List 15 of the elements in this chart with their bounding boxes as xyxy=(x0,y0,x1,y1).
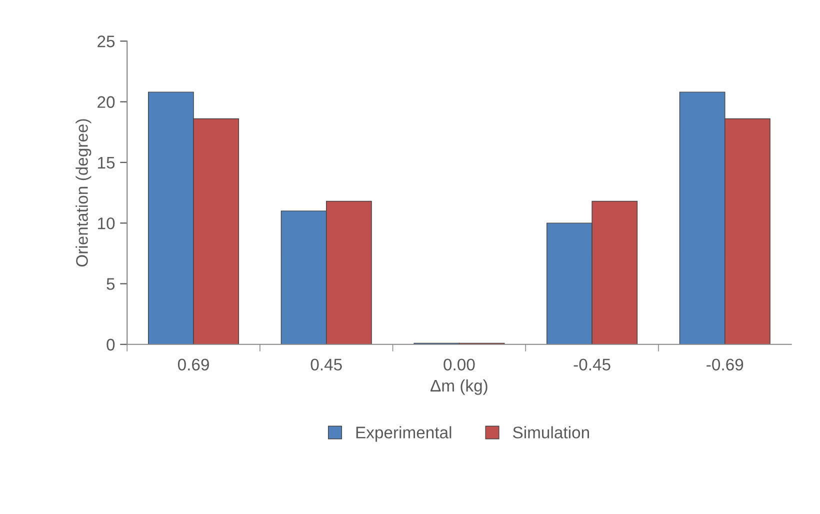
x-tick-label: 0.00 xyxy=(444,358,475,371)
y-tick-label: 10 xyxy=(98,217,115,230)
x-axis-title: Δm (kg) xyxy=(430,379,488,395)
y-tick-label: 15 xyxy=(98,156,115,169)
legend-label: Simulation xyxy=(513,426,589,438)
x-tick-label: -0.45 xyxy=(574,358,610,371)
y-tick-label: 25 xyxy=(98,36,115,48)
x-tick-label: 0.69 xyxy=(178,358,209,371)
y-axis-title: Orientation (degree) xyxy=(76,119,92,267)
x-tick-label: 0.45 xyxy=(310,358,342,371)
legend-label: Experimental xyxy=(356,426,452,442)
y-tick-label: 0 xyxy=(106,338,115,351)
y-tick-label: 5 xyxy=(106,278,115,290)
x-tick-label: -0.69 xyxy=(706,358,744,371)
y-tick-label: 20 xyxy=(98,96,115,108)
